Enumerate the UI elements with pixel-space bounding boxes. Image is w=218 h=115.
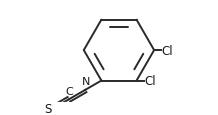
Text: Cl: Cl <box>144 74 156 87</box>
Text: C: C <box>65 86 73 96</box>
Text: N: N <box>82 77 90 87</box>
Text: Cl: Cl <box>162 44 173 57</box>
Text: S: S <box>45 102 52 115</box>
